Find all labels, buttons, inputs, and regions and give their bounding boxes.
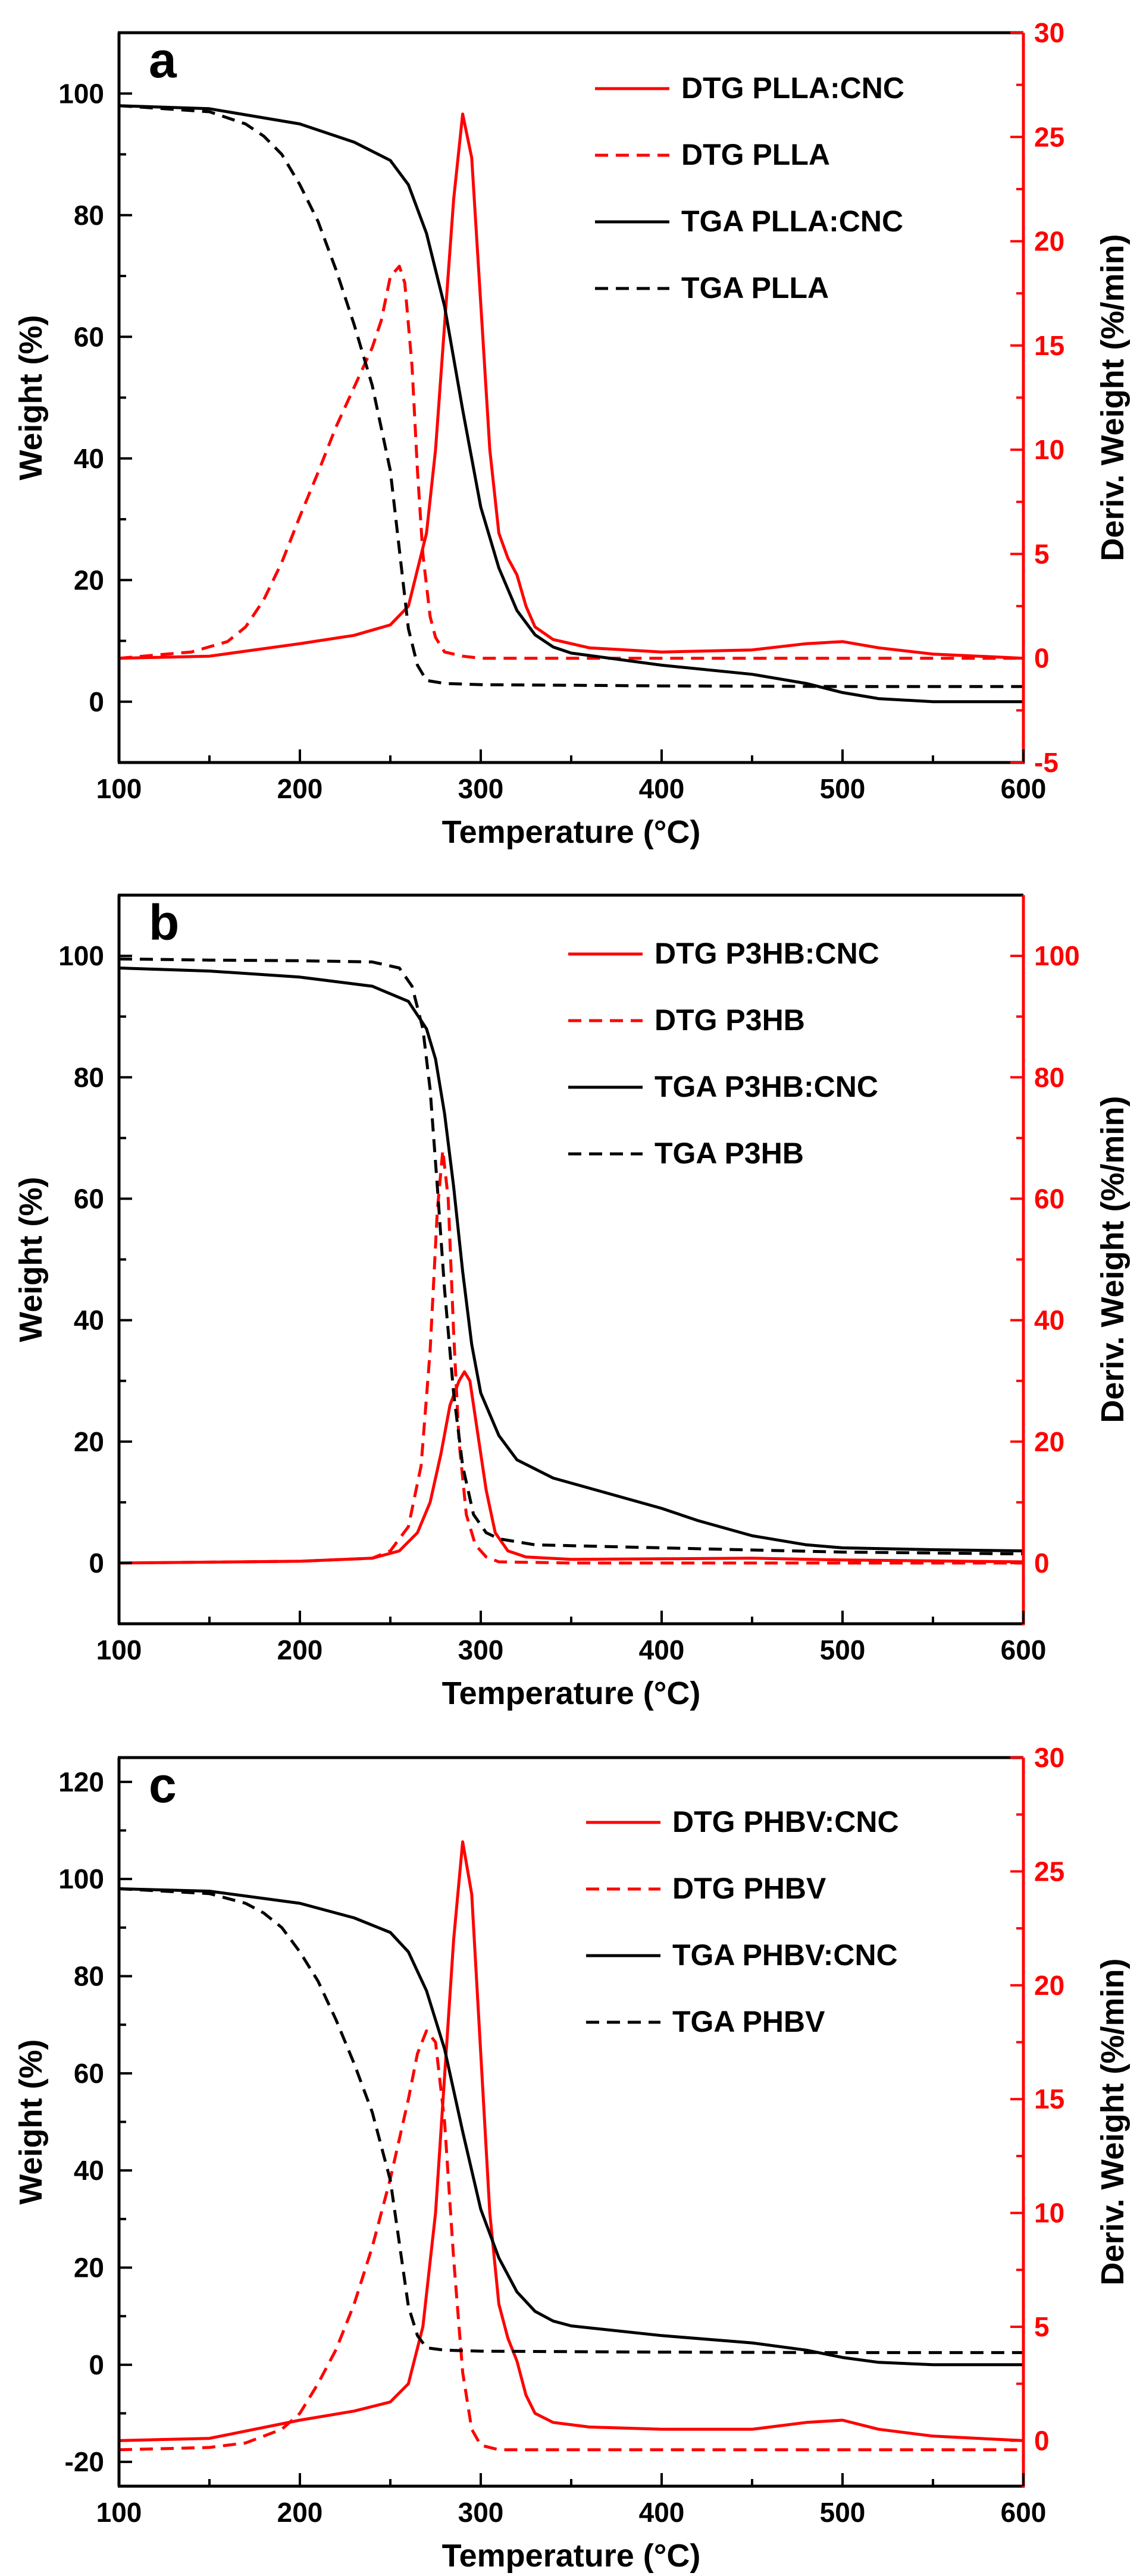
y-axis-title: Weight (%) <box>13 2040 49 2205</box>
series-line-dtg-p3hb <box>119 1149 1023 1565</box>
y-tick-label: 0 <box>89 2349 104 2380</box>
x-tick-label: 400 <box>639 773 685 804</box>
series-line-tga-p3hb <box>119 957 1023 1556</box>
x-tick-label: 300 <box>458 2497 504 2528</box>
y-right-axis-title: Deriv. Weight (%/min) <box>1095 1958 1131 2285</box>
series-line-dtg-plla-cnc <box>119 112 1023 660</box>
series-line-tga-plla-cnc <box>119 104 1023 704</box>
y-right-tick-label: 10 <box>1034 2198 1064 2229</box>
y-right-tick-label: 25 <box>1034 121 1064 152</box>
y-right-tick-label: 20 <box>1034 1426 1064 1457</box>
y-tick-label: 20 <box>74 564 104 595</box>
x-tick-label: 300 <box>458 1634 504 1665</box>
panel-b: 100 200 300 400 500 600 0 20 40 60 80 100 0 20 40 60 80 1… <box>13 893 1131 1711</box>
y-right-axis-title: Deriv. Weight (%/min) <box>1095 1096 1131 1423</box>
x-tick-label: 500 <box>820 1634 866 1665</box>
y-right-tick-label: 20 <box>1034 1970 1064 2001</box>
legend-label: TGA PLLA <box>681 271 829 305</box>
series-line-dtg-plla <box>119 265 1023 660</box>
series-line-dtg-phbv-cnc <box>119 1840 1023 2442</box>
x-tick-label: 300 <box>458 773 504 804</box>
x-tick-label: 100 <box>96 2497 142 2528</box>
series-line-tga-phbv-cnc <box>119 1887 1023 2367</box>
y-tick-label: 120 <box>58 1767 104 1797</box>
y-tick-label: 20 <box>74 1426 104 1457</box>
y-right-tick-label: 40 <box>1034 1305 1064 1336</box>
y-right-tick-label: 0 <box>1034 643 1050 674</box>
y-right-tick-label: 80 <box>1034 1062 1064 1093</box>
x-axis-title: Temperature (°C) <box>442 814 701 850</box>
x-tick-label: 600 <box>1001 773 1047 804</box>
y-tick-label: 0 <box>89 686 104 717</box>
y-right-tick-label: 30 <box>1034 1742 1064 1773</box>
y-tick-label: 60 <box>74 1183 104 1214</box>
y-right-tick-label: 15 <box>1034 2084 1064 2114</box>
y-right-axis-title: Deriv. Weight (%/min) <box>1095 234 1131 561</box>
y-tick-label: 40 <box>74 2155 104 2186</box>
panel-a: 100 200 300 400 500 600 0 20 40 60 80 100 -5 0 5 10 15 20… <box>13 17 1131 850</box>
y-tick-label: 100 <box>58 1863 104 1894</box>
y-right-tick-label: 60 <box>1034 1183 1064 1214</box>
y-tick-label: 60 <box>74 2058 104 2089</box>
y-axis-title: Weight (%) <box>13 1177 49 1342</box>
y-right-tick-label: 0 <box>1034 1548 1050 1579</box>
x-axis-title: Temperature (°C) <box>442 1676 701 1711</box>
y-tick-label: 100 <box>58 78 104 109</box>
x-tick-label: 100 <box>96 1634 142 1665</box>
series-line-dtg-phbv <box>119 2029 1023 2452</box>
y-tick-label: 80 <box>74 200 104 231</box>
y-right-tick-label: 5 <box>1034 538 1050 569</box>
y-tick-label: 60 <box>74 321 104 352</box>
y-axis-title: Weight (%) <box>13 315 49 481</box>
y-tick-label: 0 <box>89 1548 104 1579</box>
y-tick-label: 80 <box>74 1062 104 1093</box>
x-tick-label: 600 <box>1001 1634 1047 1665</box>
y-tick-label: 80 <box>74 1961 104 1992</box>
y-tick-label: -20 <box>65 2446 104 2477</box>
y-right-tick-label: 15 <box>1034 330 1064 361</box>
x-tick-label: 400 <box>639 2497 685 2528</box>
series-line-tga-plla <box>119 104 1023 688</box>
y-right-tick-label: 25 <box>1034 1856 1064 1887</box>
x-tick-label: 600 <box>1001 2497 1047 2528</box>
legend-label: DTG PLLA:CNC <box>681 71 904 105</box>
legend-label: TGA P3HB <box>655 1137 804 1170</box>
y-right-tick-label: 5 <box>1034 2311 1050 2342</box>
y-right-tick-label: 0 <box>1034 2425 1050 2456</box>
y-right-tick-label: -5 <box>1034 747 1059 778</box>
x-tick-label: 500 <box>820 2497 866 2528</box>
legend-label: DTG P3HB:CNC <box>655 937 879 970</box>
x-axis-title: Temperature (°C) <box>442 2538 701 2574</box>
legend-label: TGA PLLA:CNC <box>681 205 903 238</box>
y-right-tick-label: 100 <box>1034 940 1080 971</box>
panel-label: c <box>149 1757 177 1813</box>
legend-label: DTG P3HB <box>655 1003 805 1037</box>
y-tick-label: 40 <box>74 443 104 474</box>
x-tick-label: 200 <box>277 773 323 804</box>
legend-label: DTG PHBV:CNC <box>672 1805 899 1838</box>
panel-c: 100 200 300 400 500 600 -20 0 20 40 60 80 100 120 0 5 10… <box>13 1742 1131 2574</box>
x-tick-label: 400 <box>639 1634 685 1665</box>
legend-label: TGA PHBV:CNC <box>672 1938 898 1972</box>
series-line-dtg-p3hb-cnc <box>119 1370 1023 1565</box>
y-tick-label: 40 <box>74 1305 104 1336</box>
y-right-tick-label: 10 <box>1034 434 1064 465</box>
legend-label: DTG PHBV <box>672 1872 826 1905</box>
y-tick-label: 20 <box>74 2252 104 2283</box>
series-line-tga-phbv <box>119 1887 1023 2354</box>
x-tick-label: 500 <box>820 773 866 804</box>
y-tick-label: 100 <box>58 940 104 971</box>
x-tick-label: 200 <box>277 1634 323 1665</box>
y-right-tick-label: 30 <box>1034 17 1064 48</box>
legend-label: TGA PHBV <box>672 2005 825 2038</box>
panel-label: a <box>149 32 177 88</box>
x-tick-label: 200 <box>277 2497 323 2528</box>
y-right-tick-label: 20 <box>1034 226 1064 257</box>
legend-label: TGA P3HB:CNC <box>655 1070 878 1103</box>
legend-label: DTG PLLA <box>681 138 830 171</box>
panel-label: b <box>149 895 179 950</box>
series-line-tga-p3hb-cnc <box>119 967 1023 1552</box>
x-tick-label: 100 <box>96 773 142 804</box>
